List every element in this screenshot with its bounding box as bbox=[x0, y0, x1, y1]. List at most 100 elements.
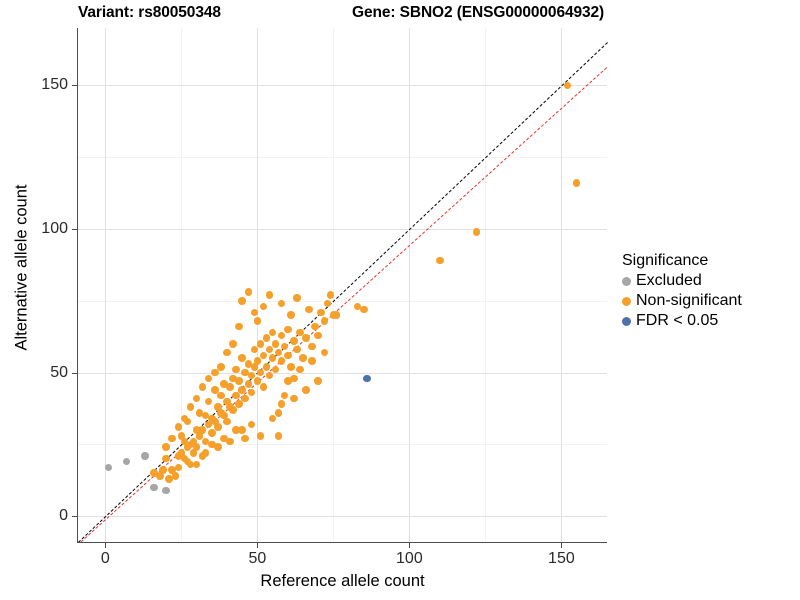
gridline-major-vertical bbox=[105, 28, 107, 542]
data-point bbox=[244, 380, 252, 388]
data-point bbox=[235, 400, 243, 408]
data-point bbox=[314, 377, 322, 385]
data-point bbox=[326, 291, 335, 299]
gridline-major-horizontal bbox=[78, 229, 607, 230]
gridline-major-vertical bbox=[561, 28, 563, 542]
y-tick-labels: 0 50 100 150 bbox=[0, 0, 68, 600]
data-point bbox=[284, 325, 292, 334]
data-point bbox=[253, 377, 262, 385]
data-point bbox=[256, 368, 265, 377]
data-point bbox=[214, 423, 222, 431]
data-point bbox=[287, 363, 295, 371]
data-point bbox=[208, 429, 216, 437]
data-point bbox=[220, 411, 228, 420]
data-point bbox=[220, 380, 228, 388]
data-point bbox=[277, 400, 286, 408]
data-point bbox=[150, 469, 158, 477]
data-point bbox=[198, 383, 207, 391]
plot-panel bbox=[78, 28, 608, 543]
legend: Significance Excluded Non-significant FDR … bbox=[622, 252, 742, 331]
data-point bbox=[353, 302, 362, 311]
y-tick-label: 50 bbox=[50, 363, 68, 381]
data-point bbox=[247, 420, 256, 429]
legend-key-swatch-icon bbox=[622, 276, 631, 286]
data-point bbox=[168, 466, 176, 474]
data-point bbox=[259, 351, 268, 360]
gridline-major-horizontal bbox=[78, 516, 607, 518]
data-point bbox=[214, 403, 222, 411]
data-point bbox=[122, 457, 131, 466]
data-point bbox=[572, 179, 581, 187]
data-point bbox=[198, 426, 207, 434]
data-point bbox=[201, 437, 210, 446]
data-point bbox=[223, 348, 231, 357]
data-point bbox=[192, 443, 201, 451]
x-tick-mark bbox=[257, 543, 259, 548]
x-axis-line bbox=[77, 542, 607, 544]
gridline-minor-vertical bbox=[181, 28, 183, 542]
data-point bbox=[293, 345, 301, 354]
x-tick-mark bbox=[105, 543, 107, 548]
data-point bbox=[174, 452, 183, 460]
data-point bbox=[226, 437, 234, 446]
data-point bbox=[320, 317, 328, 325]
data-point bbox=[150, 483, 158, 492]
data-point bbox=[211, 386, 219, 394]
data-point bbox=[311, 322, 319, 331]
data-point bbox=[290, 374, 298, 383]
data-point bbox=[256, 340, 265, 348]
data-point bbox=[320, 348, 328, 357]
data-point bbox=[274, 348, 283, 357]
data-point bbox=[241, 434, 249, 443]
data-point bbox=[259, 383, 268, 391]
reference-line-identity bbox=[78, 42, 608, 543]
gridline-major-vertical bbox=[257, 28, 259, 542]
data-point bbox=[214, 443, 222, 451]
x-tick-label: 0 bbox=[100, 550, 110, 567]
data-point bbox=[232, 365, 240, 374]
y-axis-line bbox=[77, 28, 79, 543]
data-point bbox=[162, 454, 170, 463]
data-point bbox=[211, 417, 219, 426]
gridline-major-horizontal bbox=[78, 85, 607, 87]
data-point bbox=[217, 363, 225, 371]
x-tick-label: 100 bbox=[396, 550, 423, 567]
data-point bbox=[256, 432, 265, 440]
y-tick-mark bbox=[72, 372, 77, 374]
legend-title: Significance bbox=[622, 252, 709, 269]
gridline-minor-horizontal bbox=[78, 300, 607, 302]
data-point bbox=[141, 452, 149, 460]
y-tick-label: 150 bbox=[41, 76, 68, 94]
data-point bbox=[186, 460, 195, 469]
data-point bbox=[241, 394, 249, 403]
data-point bbox=[290, 337, 298, 345]
y-tick-label: 100 bbox=[41, 220, 68, 237]
legend-item-excluded[interactable]: Excluded bbox=[622, 271, 742, 291]
data-point bbox=[208, 440, 216, 449]
data-point bbox=[177, 432, 186, 440]
data-point bbox=[165, 475, 173, 483]
data-point bbox=[235, 322, 243, 331]
data-point bbox=[268, 328, 277, 337]
data-point bbox=[293, 294, 301, 302]
data-point bbox=[159, 466, 167, 474]
data-point bbox=[280, 342, 289, 351]
data-point bbox=[220, 434, 228, 443]
data-point bbox=[229, 340, 237, 348]
data-point bbox=[174, 423, 183, 431]
data-point bbox=[226, 383, 234, 391]
gridline-minor-horizontal bbox=[78, 157, 607, 159]
legend-item-fdr-0-05[interactable]: FDR < 0.05 bbox=[622, 311, 742, 331]
data-point bbox=[277, 357, 286, 365]
data-point bbox=[162, 443, 170, 451]
data-point bbox=[104, 463, 113, 472]
data-point bbox=[360, 305, 368, 314]
legend-key-swatch-icon bbox=[622, 296, 631, 306]
data-point bbox=[250, 363, 259, 371]
y-tick-label: 0 bbox=[59, 507, 68, 525]
y-tick-mark bbox=[72, 516, 77, 518]
data-point bbox=[284, 351, 292, 360]
legend-item-non-significant[interactable]: Non-significant bbox=[622, 291, 742, 311]
data-point bbox=[436, 256, 444, 265]
data-point bbox=[183, 417, 192, 426]
